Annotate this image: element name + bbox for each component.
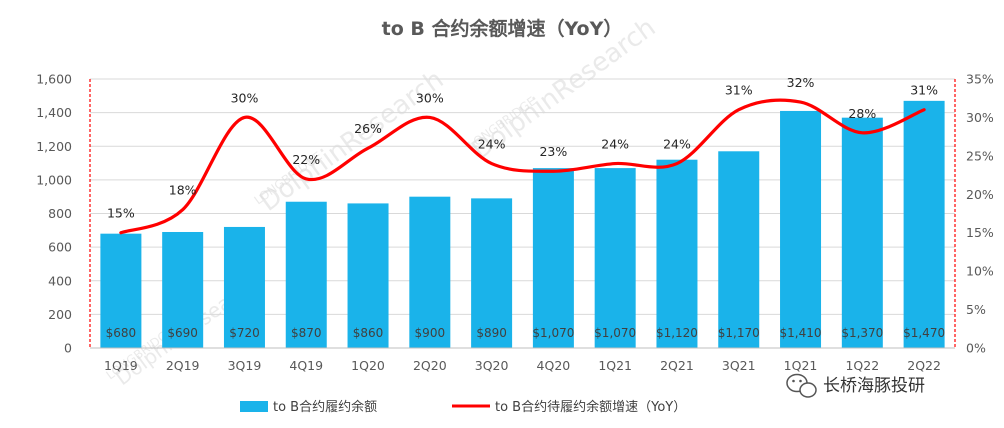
bar: [718, 151, 760, 348]
bar: [780, 110, 822, 348]
bar: [409, 196, 451, 348]
x-tick-label: 1Q20: [351, 358, 385, 373]
brand-text: 长桥海豚投研: [823, 376, 925, 396]
bar-value-label: $720: [229, 326, 260, 340]
yoy-value-label: 30%: [231, 90, 259, 105]
yoy-value-label: 31%: [910, 83, 938, 98]
yoy-value-label: 18%: [169, 183, 197, 198]
y-right-tick-label: 25%: [966, 148, 994, 163]
x-tick-label: 1Q21: [598, 358, 632, 373]
x-tick-label: 3Q19: [228, 358, 262, 373]
y-left-tick-label: 600: [48, 240, 72, 255]
yoy-value-label: 26%: [354, 121, 382, 136]
bar-value-label: $870: [291, 326, 322, 340]
watermark-line2: DolphinResearch: [254, 65, 449, 218]
bar-value-label: $1,470: [903, 326, 945, 340]
x-tick-label: 3Q21: [722, 358, 756, 373]
yoy-value-label: 23%: [539, 144, 567, 159]
yoy-value-label: 15%: [107, 206, 135, 221]
bar: [903, 100, 945, 348]
bar-value-label: $1,120: [656, 326, 698, 340]
y-left-tick-label: 0: [64, 341, 72, 356]
x-tick-label: 4Q20: [537, 358, 571, 373]
y-right-tick-label: 20%: [966, 187, 994, 202]
bar-value-label: $690: [167, 326, 198, 340]
yoy-value-label: 30%: [416, 90, 444, 105]
y-left-tick-label: 1,200: [36, 139, 72, 154]
x-tick-label: 2Q20: [413, 358, 447, 373]
yoy-value-label: 28%: [848, 106, 876, 121]
bar: [594, 168, 636, 348]
wechat-icon: [786, 373, 817, 398]
x-tick-label: 3Q20: [475, 358, 509, 373]
x-tick-label: 1Q19: [104, 358, 138, 373]
x-tick-label: 2Q19: [166, 358, 200, 373]
legend-bar-label: to B合约履约余额: [273, 399, 377, 415]
legend: to B合约履约余额 to B合约待履约余额增速（YoY）: [240, 399, 686, 415]
y-left-tick-label: 1,400: [36, 105, 72, 120]
yoy-value-label: 24%: [601, 137, 629, 152]
y-left-tick-label: 1,600: [36, 72, 72, 87]
y-left-tick-label: 200: [48, 307, 72, 322]
y-right-tick-label: 0%: [966, 341, 986, 356]
y-right-tick-label: 5%: [966, 302, 986, 317]
chart-title: to B 合约余额增速（YoY）: [382, 17, 623, 40]
legend-line-label: to B合约待履约余额增速（YoY）: [495, 399, 686, 415]
yoy-value-label: 22%: [292, 152, 320, 167]
legend-bar-swatch: [240, 401, 268, 412]
bar-value-label: $1,070: [532, 326, 574, 340]
yoy-value-label: 24%: [663, 137, 691, 152]
bar-value-label: $1,410: [780, 326, 822, 340]
x-tick-label: 2Q21: [660, 358, 694, 373]
bar: [656, 159, 698, 348]
brand-badge: 长桥海豚投研: [786, 373, 925, 398]
yoy-value-label: 31%: [725, 83, 753, 98]
y-left-tick-label: 800: [48, 206, 72, 221]
y-right-tick-label: 15%: [966, 225, 994, 240]
yoy-value-label: 24%: [478, 137, 506, 152]
bar: [841, 117, 883, 348]
y-right-tick-label: 35%: [966, 72, 994, 87]
bar: [347, 203, 389, 348]
bar: [100, 233, 142, 348]
yoy-value-label: 32%: [787, 75, 815, 90]
x-tick-label: 2Q22: [907, 358, 941, 373]
y-right-tick-label: 10%: [966, 264, 994, 279]
bar: [532, 168, 574, 348]
y-left-tick-label: 400: [48, 273, 72, 288]
y-right-tick-label: 30%: [966, 110, 994, 125]
x-tick-label: 1Q21: [784, 358, 818, 373]
bar-value-label: $890: [476, 326, 507, 340]
bar-value-label: $900: [415, 326, 446, 340]
bar: [471, 198, 513, 348]
bar-value-label: $1,170: [718, 326, 760, 340]
x-tick-label: 4Q19: [289, 358, 323, 373]
bar-value-label: $1,070: [594, 326, 636, 340]
y-left-tick-label: 1,000: [36, 172, 72, 187]
bar: [162, 231, 204, 348]
bar: [285, 201, 327, 348]
yoy-line: [119, 98, 926, 235]
bar: [223, 226, 265, 348]
bar-value-label: $860: [353, 326, 384, 340]
bar-value-label: $680: [106, 326, 137, 340]
x-tick-label: 1Q22: [845, 358, 879, 373]
bar-value-label: $1,370: [841, 326, 883, 340]
